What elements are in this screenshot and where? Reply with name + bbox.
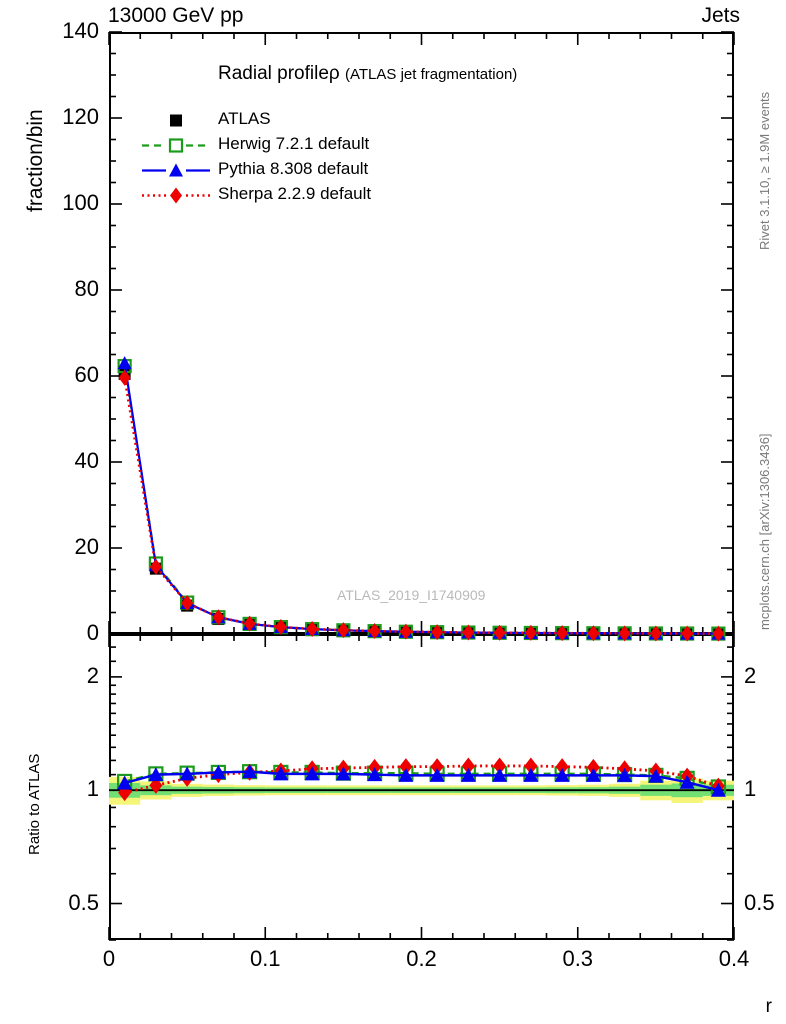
- legend-label: Sherpa 2.2.9 default: [218, 184, 372, 203]
- header-beam-label: 13000 GeV pp: [108, 4, 244, 27]
- tick-label: 0.1: [249, 946, 281, 971]
- legend-label: ATLAS: [218, 109, 271, 128]
- tick-label: 0: [102, 946, 116, 971]
- plot-title-rho: ρ: [328, 63, 340, 84]
- tick-label: 0.5: [744, 889, 775, 915]
- legend-marker-triangle-filled: [140, 158, 212, 183]
- legend-item[interactable]: Pythia 8.308 default: [140, 158, 440, 183]
- legend-marker-square-filled: [140, 108, 212, 133]
- legend-item[interactable]: Sherpa 2.2.9 default: [140, 183, 440, 208]
- x-axis-label: r: [765, 996, 772, 1017]
- main-data-layer: [117, 356, 726, 642]
- tick-label: 0.5: [68, 889, 99, 915]
- header-category-label: Jets: [701, 4, 740, 27]
- tick-label: 20: [74, 534, 99, 559]
- series-herwig: [117, 359, 726, 641]
- legend-item[interactable]: ATLAS: [140, 108, 440, 133]
- tick-label: 0.3: [562, 946, 594, 971]
- ratio-series-pythia: [117, 764, 726, 797]
- series-atlas: [118, 367, 725, 640]
- legend-label: Pythia 8.308 default: [218, 159, 369, 178]
- mcplots-source-label: mcplots.cern.ch [arXiv:1306.3436]: [757, 433, 772, 630]
- y-axis-label-ratio: Ratio to ATLAS: [26, 753, 43, 855]
- legend-marker-diamond-filled: [140, 183, 212, 208]
- tick-label: 2: [86, 662, 99, 688]
- tick-label: 2: [744, 662, 757, 688]
- tick-label: 140: [62, 18, 99, 43]
- legend-label: Herwig 7.2.1 default: [218, 134, 370, 153]
- tick-label: 1: [86, 776, 99, 802]
- legend: ATLAS Herwig 7.2.1 default Pythia 8.308 de…: [140, 108, 440, 208]
- tick-label: 80: [74, 276, 99, 301]
- ratio-data-layer: [109, 757, 734, 805]
- plot-title-subtitle: (ATLAS jet fragmentation): [345, 66, 518, 83]
- tick-label: 0.4: [718, 946, 750, 971]
- plot-title-main: Radial profile: [218, 63, 329, 84]
- tick-label: 100: [62, 190, 99, 215]
- tick-label: 1: [744, 776, 757, 802]
- series-sherpa: [118, 369, 725, 642]
- tick-label: 60: [74, 362, 99, 387]
- tick-label: 120: [62, 104, 99, 129]
- legend-item[interactable]: Herwig 7.2.1 default: [140, 133, 440, 158]
- plot-title: Radial profileρ (ATLAS jet fragmentation…: [218, 63, 517, 85]
- rivet-version-label: Rivet 3.1.10, ≥ 1.9M events: [757, 91, 772, 250]
- tick-label: 40: [74, 448, 99, 473]
- analysis-watermark: ATLAS_2019_I1740909: [337, 587, 486, 603]
- legend-marker-square-open: [140, 133, 212, 158]
- tick-label: 0: [86, 620, 99, 645]
- series-pythia: [117, 356, 726, 640]
- tick-label: 0.2: [406, 946, 437, 971]
